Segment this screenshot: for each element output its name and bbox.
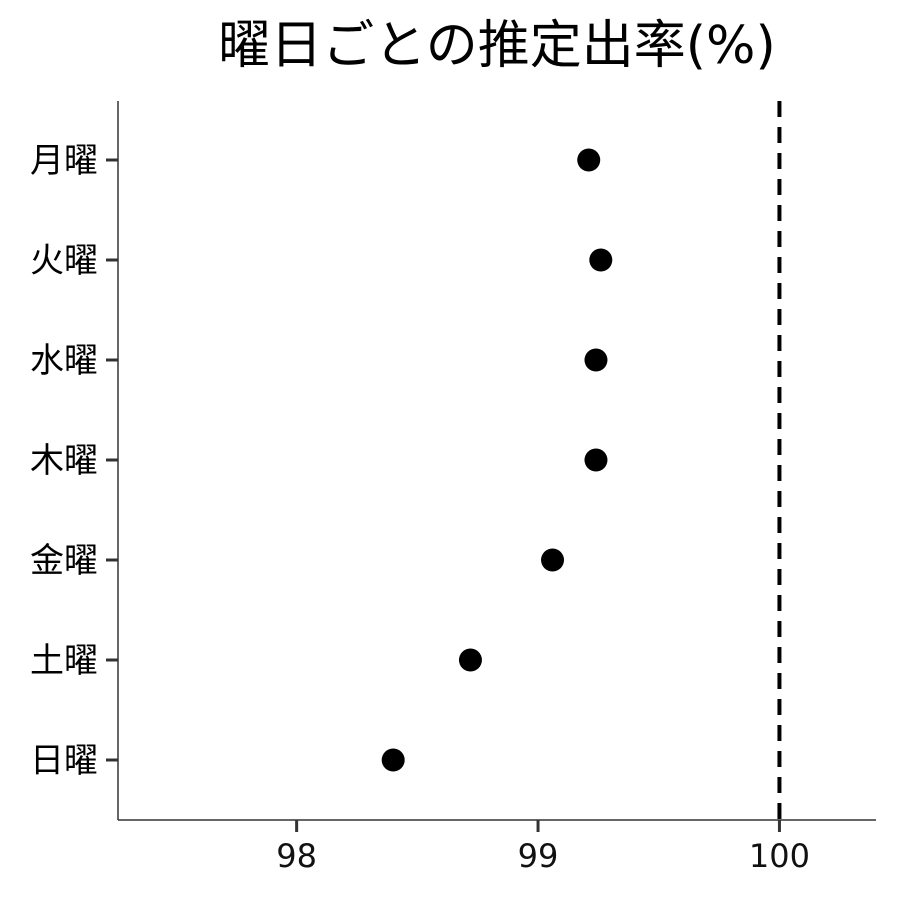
x-tick-label: 100 xyxy=(749,837,810,875)
data-point xyxy=(577,148,601,172)
chart-title: 曜日ごとの推定出率(%) xyxy=(218,16,775,76)
data-point xyxy=(381,748,405,772)
y-tick-label: 土曜 xyxy=(30,641,98,681)
x-tick-label: 98 xyxy=(276,837,317,875)
data-point xyxy=(541,548,565,572)
data-point xyxy=(584,348,608,372)
data-points xyxy=(381,148,613,772)
y-tick-label: 月曜 xyxy=(30,141,98,181)
y-tick-label: 火曜 xyxy=(30,241,98,281)
y-tick-label: 木曜 xyxy=(30,441,98,481)
y-tick-label: 水曜 xyxy=(30,341,98,381)
data-point xyxy=(589,248,613,272)
data-point xyxy=(458,648,482,672)
x-axis-ticks: 98 99 100 xyxy=(276,820,810,875)
y-tick-label: 金曜 xyxy=(30,541,98,581)
data-point xyxy=(584,448,608,472)
y-tick-label: 日曜 xyxy=(30,741,98,781)
x-tick-label: 99 xyxy=(518,837,559,875)
